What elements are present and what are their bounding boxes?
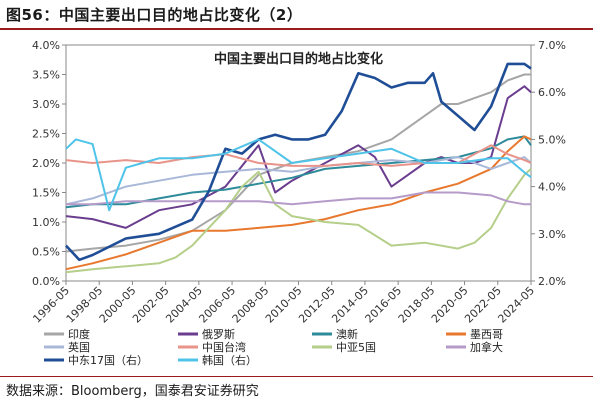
y-right-tick-label: 3.0% — [538, 228, 566, 241]
series-line-8 — [65, 62, 532, 262]
y-right-tick-label: 6.0% — [538, 86, 566, 99]
title-divider — [0, 28, 593, 30]
y-left-tick-label: 2.5% — [32, 128, 60, 141]
series-line-7 — [66, 191, 531, 206]
y-axis-right: 2.0% 3.0% 4.0% 5.0% 6.0% 7.0% — [531, 39, 566, 288]
series-line-9 — [65, 138, 532, 212]
x-axis: 1996-051998-052000-052002-052004-052006-… — [30, 281, 537, 326]
line-chart: 0.0% 0.5% 1.0% 1.5% 2.0% 2.5% 3.0% 3.5% 4.0% 2.0… — [30, 39, 566, 367]
legend-label-9: 韩国（右） — [202, 353, 257, 367]
y-left-tick-label: 3.5% — [32, 69, 60, 82]
y-left-tick-label: 1.5% — [32, 187, 60, 200]
footer-divider — [0, 376, 593, 377]
x-tick-label: 2024-05 — [495, 284, 537, 326]
legend-label-3: 墨西哥 — [470, 328, 503, 341]
y-left-tick-label: 2.0% — [32, 157, 60, 170]
y-right-tick-label: 2.0% — [538, 275, 566, 288]
legend-label-2: 澳新 — [336, 327, 358, 341]
y-left-tick-label: 3.0% — [32, 98, 60, 111]
legend-label-5: 中国台湾 — [202, 340, 246, 354]
y-left-tick-label: 0.0% — [32, 275, 60, 288]
y-axis-left: 0.0% 0.5% 1.0% 1.5% 2.0% 2.5% 3.0% 3.5% 4.0% — [32, 39, 66, 288]
series-line-0 — [65, 73, 531, 253]
series-lines — [65, 62, 532, 274]
y-right-tick-label: 5.0% — [538, 133, 566, 146]
legend-label-1: 俄罗斯 — [202, 328, 235, 341]
legend-label-7: 加拿大 — [470, 340, 503, 354]
legend-label-8: 中东17国（右） — [68, 353, 148, 367]
y-left-tick-label: 0.5% — [32, 246, 60, 259]
y-left-tick-label: 1.0% — [32, 216, 60, 229]
y-right-tick-label: 7.0% — [538, 39, 566, 52]
series-line-2 — [65, 135, 532, 209]
figure-title: 图56：中国主要出口目的地占比变化（2） — [6, 6, 303, 24]
source-note: 数据来源：Bloomberg，国泰君安证券研究 — [6, 384, 259, 399]
y-right-tick-label: 4.0% — [538, 181, 566, 194]
legend-label-4: 英国 — [68, 340, 90, 354]
series-line-6 — [65, 168, 532, 274]
series-line-3 — [65, 135, 532, 271]
y-left-tick-label: 4.0% — [32, 39, 60, 52]
legend-label-6: 中亚5国 — [336, 341, 376, 354]
legend-label-0: 印度 — [68, 327, 90, 341]
chart-title: 中国主要出口目的地占比变化 — [214, 51, 383, 67]
